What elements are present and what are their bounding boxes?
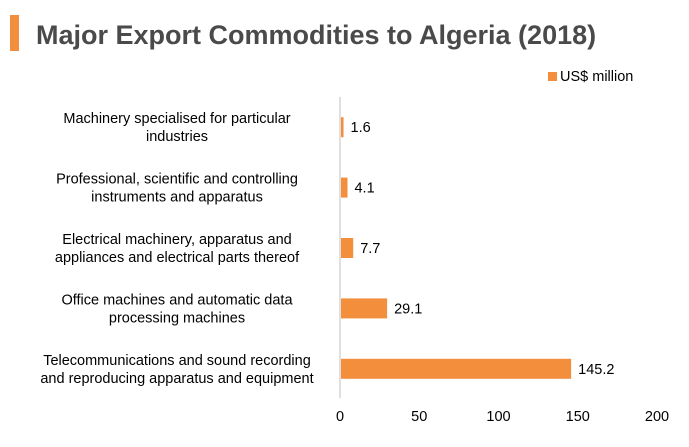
value-label: 4.1: [354, 181, 374, 197]
value-labels: 1.6 4.1 7.7 29.1 145.2: [351, 120, 615, 378]
bar: [341, 238, 354, 258]
value-label: 29.1: [394, 301, 422, 317]
x-tick-label: 0: [336, 409, 344, 425]
category-label-line: Electrical machinery, apparatus and: [62, 232, 291, 248]
legend-label: US$ million: [560, 69, 633, 85]
x-tick-label: 150: [566, 409, 590, 425]
bar: [341, 298, 388, 319]
category-labels: Machinery specialised for particular indu…: [40, 111, 313, 387]
value-label: 145.2: [578, 362, 614, 378]
category-label-line: industries: [146, 129, 208, 145]
category-label-line: and reproducing apparatus and equipment: [40, 371, 313, 387]
category-label: Machinery specialised for particular indu…: [63, 111, 290, 145]
category-label: Telecommunications and sound recording an…: [40, 353, 313, 387]
category-label-line: Machinery specialised for particular: [63, 111, 290, 127]
category-label-line: instruments and apparatus: [91, 190, 263, 206]
x-axis-ticks: 0 50 100 150 200: [336, 409, 669, 425]
bar: [341, 358, 572, 379]
category-label: Professional, scientific and controlling…: [56, 172, 298, 206]
x-tick-label: 50: [411, 409, 427, 425]
chart-title: Major Export Commodities to Algeria (201…: [36, 20, 596, 50]
bar: [341, 177, 348, 198]
x-tick-label: 200: [645, 409, 669, 425]
category-label: Office machines and automatic data proces…: [61, 292, 293, 326]
value-label: 1.6: [351, 120, 371, 136]
category-label: Electrical machinery, apparatus and appli…: [55, 232, 300, 266]
category-label-line: Office machines and automatic data: [61, 292, 293, 308]
value-label: 7.7: [360, 241, 380, 257]
category-label-line: appliances and electrical parts thereof: [55, 250, 300, 266]
bars: [341, 117, 572, 379]
x-tick-label: 100: [486, 409, 510, 425]
title-accent-bar: [10, 15, 19, 51]
category-label-line: processing machines: [109, 310, 245, 326]
legend-swatch: [548, 72, 557, 81]
category-label-line: Professional, scientific and controlling: [56, 172, 298, 188]
category-label-line: Telecommunications and sound recording: [43, 353, 311, 369]
bar: [341, 117, 344, 138]
